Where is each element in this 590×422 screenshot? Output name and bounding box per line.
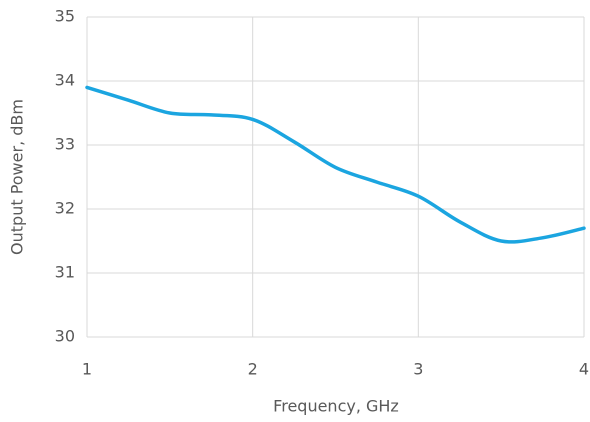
y-tick-label: 31 (55, 263, 75, 282)
x-tick-label: 1 (82, 360, 92, 379)
x-tick-label: 2 (248, 360, 258, 379)
x-tick-label: 3 (413, 360, 423, 379)
y-tick-label: 32 (55, 199, 75, 218)
y-tick-label: 34 (55, 71, 75, 90)
y-tick-label: 30 (55, 327, 75, 346)
x-tick-label: 4 (579, 360, 589, 379)
y-tick-label: 35 (55, 7, 75, 26)
line (85, 85, 586, 244)
y-tick-label: 33 (55, 135, 75, 154)
x-axis-label: Frequency, GHz (273, 397, 399, 416)
y-axis-label: Output Power, dBm (8, 99, 27, 255)
